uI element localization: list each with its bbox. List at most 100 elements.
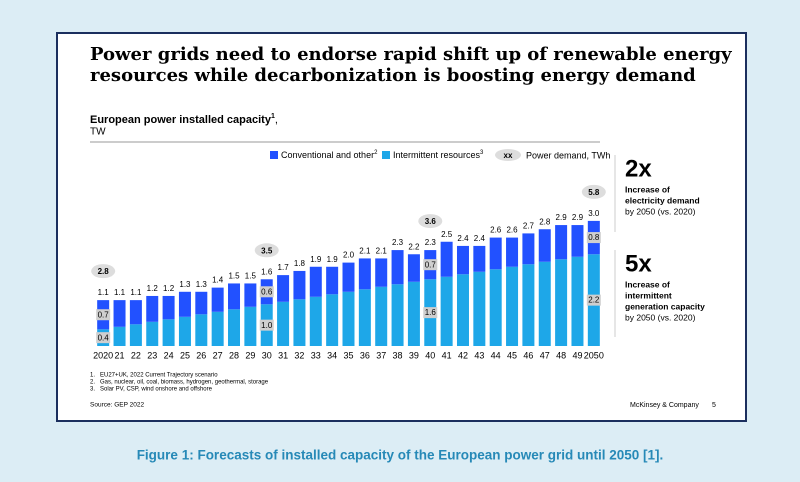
- x-tick-label: 30: [262, 350, 272, 360]
- total-label: 2.3: [392, 238, 404, 247]
- total-label: 1.5: [228, 272, 240, 281]
- bar-segment: [195, 291, 208, 315]
- footnote-number: 1.: [90, 373, 95, 379]
- bar-segment: [473, 245, 486, 272]
- x-tick-label: 45: [507, 350, 517, 360]
- footnote-number: 2.: [90, 380, 95, 386]
- bar-segment: [342, 262, 355, 292]
- annotation-text: by 2050 (vs. 2020): [625, 206, 696, 216]
- legend-symbol: xx: [504, 151, 513, 160]
- x-tick-label: 47: [540, 350, 550, 360]
- value-label: 0.4: [98, 333, 110, 342]
- total-label: 2.9: [556, 213, 568, 222]
- footnote-text: Solar PV, CSP, wind onshore and offshore: [100, 387, 213, 393]
- bar-segment: [538, 261, 551, 346]
- x-tick-label: 33: [311, 350, 321, 360]
- total-label: 1.9: [327, 255, 339, 264]
- bar-segment: [407, 281, 420, 346]
- x-tick-label: 39: [409, 350, 419, 360]
- x-tick-label: 23: [147, 350, 157, 360]
- x-tick-label: 2020: [93, 350, 113, 360]
- bar-segment: [489, 237, 502, 270]
- value-label: 1.0: [261, 321, 273, 330]
- chart-title: resources while decarbonization is boost…: [90, 65, 696, 86]
- x-tick-label: 44: [491, 350, 501, 360]
- bar-segment: [506, 237, 519, 267]
- caption: Figure 1: Forecasts of installed capacit…: [137, 448, 664, 463]
- x-tick-label: 22: [131, 350, 141, 360]
- x-tick-label: 27: [213, 350, 223, 360]
- bar-segment: [146, 321, 159, 346]
- annotation-text: electricity demand: [625, 195, 700, 205]
- bar-segment: [129, 324, 142, 346]
- bar-segment: [129, 300, 142, 325]
- total-label: 1.9: [310, 255, 322, 264]
- demand-bubble: [254, 243, 279, 258]
- bar-segment: [555, 225, 568, 260]
- bar-segment: [293, 270, 306, 300]
- value-label: 0.6: [261, 287, 273, 296]
- bar-segment: [326, 266, 339, 295]
- total-label: 3.0: [588, 209, 600, 218]
- total-label: 2.2: [408, 242, 420, 251]
- value-label-bg: [259, 286, 274, 298]
- bar-segment: [162, 319, 175, 346]
- x-tick-label: 37: [376, 350, 386, 360]
- bar-segment: [358, 258, 371, 290]
- x-tick-label: 25: [180, 350, 190, 360]
- demand-bubble: [418, 214, 443, 229]
- text-part: 3: [480, 150, 484, 156]
- x-tick-label: 21: [115, 350, 125, 360]
- x-tick-label: 40: [425, 350, 435, 360]
- demand-bubble: [581, 184, 606, 199]
- footnote-text: Gas, nuclear, oil, coal, biomass, hydrog…: [100, 380, 269, 386]
- slide-frame: [56, 32, 747, 422]
- bar-segment: [195, 314, 208, 346]
- demand-label: 3.6: [425, 217, 437, 226]
- chart: Power grids need to endorse rapid shift …: [90, 44, 732, 463]
- text-part: Conventional and other: [281, 150, 374, 160]
- bar-segment: [146, 295, 159, 322]
- x-tick-label: 29: [245, 350, 255, 360]
- demand-label: 5.8: [588, 188, 600, 197]
- bar-segment: [211, 287, 224, 312]
- total-label: 1.4: [212, 276, 224, 285]
- bar-segment: [571, 225, 584, 257]
- total-label: 2.6: [490, 226, 502, 235]
- total-label: 2.0: [343, 251, 355, 260]
- bar-segment: [456, 274, 469, 346]
- total-label: 2.4: [474, 234, 486, 243]
- value-label: 0.7: [98, 310, 110, 319]
- bar-segment: [309, 266, 322, 297]
- x-tick-label: 31: [278, 350, 288, 360]
- bar-segment: [407, 254, 420, 282]
- text-part: 1: [271, 113, 275, 120]
- x-tick-label: 41: [442, 350, 452, 360]
- bar-segment: [538, 229, 551, 262]
- total-label: 1.5: [245, 272, 257, 281]
- bar-segment: [244, 283, 257, 307]
- bar-segment: [456, 245, 469, 275]
- x-tick-label: 24: [164, 350, 174, 360]
- x-tick-label: 28: [229, 350, 239, 360]
- x-tick-label: 26: [196, 350, 206, 360]
- demand-bubble: [91, 264, 116, 279]
- bar-segment: [489, 269, 502, 346]
- text-part: European power installed capacity: [90, 114, 272, 126]
- text-part: Intermittent resources: [393, 150, 481, 160]
- legend-swatch: [270, 151, 278, 159]
- legend-label: Conventional and other2: [281, 150, 378, 161]
- bar-segment: [440, 241, 453, 277]
- bar-segment: [522, 264, 535, 346]
- value-label-bg: [586, 232, 601, 244]
- annotation-text: by 2050 (vs. 2020): [625, 312, 696, 322]
- total-label: 1.1: [114, 288, 126, 297]
- bar-segment: [326, 294, 339, 346]
- bar-segment: [162, 295, 175, 320]
- bar-segment: [293, 299, 306, 346]
- annotation-text: Increase of: [625, 184, 670, 194]
- legend-label: Intermittent resources3: [393, 150, 484, 161]
- value-label-bg: [96, 309, 111, 321]
